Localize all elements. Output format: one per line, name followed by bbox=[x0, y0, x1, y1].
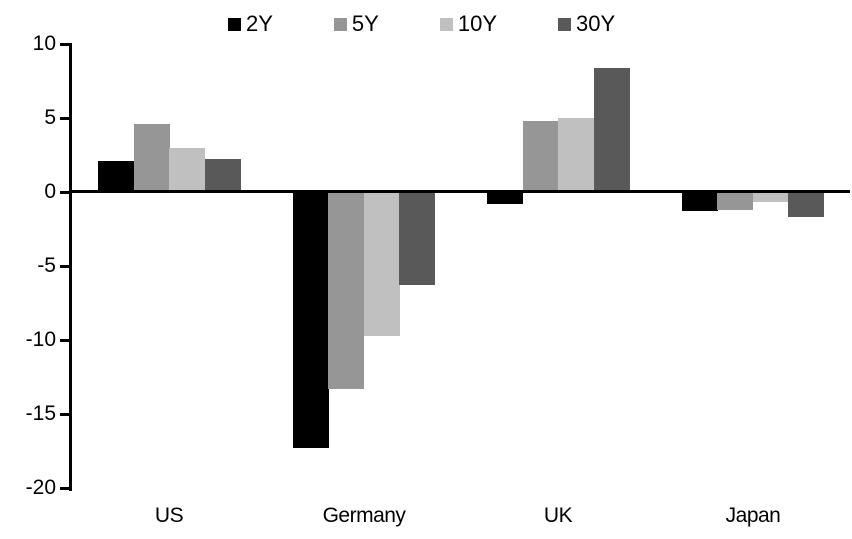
bar-uk-2y bbox=[487, 192, 523, 204]
y-axis-label--15: -15 bbox=[25, 402, 56, 425]
bar-germany-5y bbox=[328, 192, 364, 389]
legend-swatch-2y-icon bbox=[228, 17, 241, 31]
y-axis-tick--5 bbox=[60, 265, 70, 268]
x-axis-label-japan: Japan bbox=[725, 504, 781, 527]
chart-legend: 2Y 5Y 10Y 30Y bbox=[228, 12, 615, 36]
bar-japan-30y bbox=[788, 192, 824, 217]
bar-uk-10y bbox=[558, 118, 594, 192]
x-axis-label-us: US bbox=[154, 504, 184, 527]
bar-japan-5y bbox=[717, 192, 753, 210]
y-axis-label--20: -20 bbox=[25, 476, 56, 499]
y-axis-line bbox=[69, 43, 72, 491]
legend-item-10y: 10Y bbox=[439, 11, 497, 36]
legend-label-2y: 2Y bbox=[246, 11, 273, 36]
x-axis-label-uk: UK bbox=[543, 504, 573, 527]
y-axis-tick--15 bbox=[60, 413, 70, 416]
y-axis-label-0: 0 bbox=[44, 180, 56, 203]
y-axis-tick-0 bbox=[60, 191, 70, 194]
legend-label-10y: 10Y bbox=[457, 11, 497, 36]
zero-axis-line bbox=[70, 190, 850, 193]
legend-swatch-30y-icon bbox=[558, 17, 571, 31]
bar-uk-5y bbox=[523, 121, 559, 192]
bar-germany-2y bbox=[293, 192, 329, 448]
x-axis-label-germany: Germany bbox=[322, 504, 406, 527]
y-axis-tick-5 bbox=[60, 117, 70, 120]
bar-uk-30y bbox=[594, 68, 630, 192]
bar-japan-2y bbox=[682, 192, 718, 211]
legend-label-5y: 5Y bbox=[351, 11, 379, 36]
bar-us-30y bbox=[205, 159, 241, 192]
legend-item-5y: 5Y bbox=[333, 11, 379, 36]
y-axis-tick--10 bbox=[60, 339, 70, 342]
legend-swatch-5y-icon bbox=[333, 17, 347, 31]
legend-item-30y: 30Y bbox=[558, 12, 615, 36]
bar-germany-10y bbox=[364, 192, 400, 336]
bar-us-5y bbox=[134, 124, 170, 192]
y-axis-label-10: 10 bbox=[32, 32, 56, 55]
bar-us-10y bbox=[169, 148, 205, 192]
y-axis-label--10: -10 bbox=[25, 328, 56, 351]
y-axis-tick-10 bbox=[60, 43, 70, 46]
y-axis-label-5: 5 bbox=[44, 106, 56, 129]
bar-germany-30y bbox=[399, 192, 435, 285]
legend-item-2y: 2Y bbox=[228, 12, 273, 36]
legend-label-30y: 30Y bbox=[576, 11, 616, 36]
bar-japan-10y bbox=[753, 192, 789, 202]
y-axis-label--5: -5 bbox=[37, 254, 56, 277]
bar-us-2y bbox=[98, 161, 134, 192]
legend-swatch-10y-icon bbox=[439, 17, 453, 31]
y-axis-tick--20 bbox=[60, 487, 70, 490]
